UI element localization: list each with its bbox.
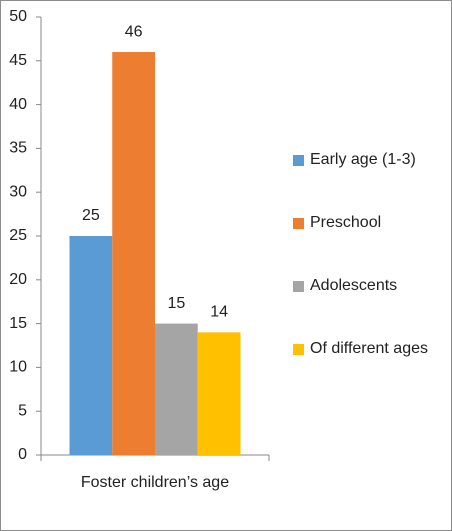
y-tick-label: 50 — [9, 8, 27, 25]
bar — [112, 52, 155, 455]
x-tick-label: Foster children’s age — [81, 474, 229, 491]
y-tick-label: 20 — [9, 271, 27, 288]
y-tick-label: 15 — [9, 315, 27, 332]
y-tick-label: 35 — [9, 140, 27, 157]
y-tick-label: 45 — [9, 52, 27, 69]
legend-label: Preschool — [310, 214, 382, 231]
data-label: 25 — [82, 207, 100, 224]
bar — [197, 332, 241, 455]
legend-entry: Preschool — [293, 211, 443, 235]
data-label: 14 — [210, 304, 228, 321]
legend-entry: Early age (1-3) — [293, 148, 443, 172]
legend-swatch — [293, 155, 304, 166]
y-tick-label: 40 — [9, 96, 27, 113]
y-tick-label: 10 — [9, 359, 27, 376]
legend-entry: Of different ages — [293, 337, 443, 361]
y-tick-label: 5 — [18, 402, 27, 419]
y-tick-label: 30 — [9, 183, 27, 200]
legend-label: Of different ages — [310, 340, 428, 357]
bar — [155, 323, 198, 455]
legend-swatch — [293, 344, 304, 355]
data-label: 46 — [125, 23, 143, 40]
legend-label: Early age (1-3) — [310, 151, 416, 168]
legend-entry: Adolescents — [293, 274, 443, 298]
y-tick-label: 25 — [9, 227, 27, 244]
legend-label: Adolescents — [310, 277, 398, 294]
data-label: 15 — [167, 295, 185, 312]
legend-swatch — [293, 281, 304, 292]
bar — [69, 236, 113, 455]
legend-swatch — [293, 218, 304, 229]
y-tick-label: 0 — [18, 446, 27, 463]
